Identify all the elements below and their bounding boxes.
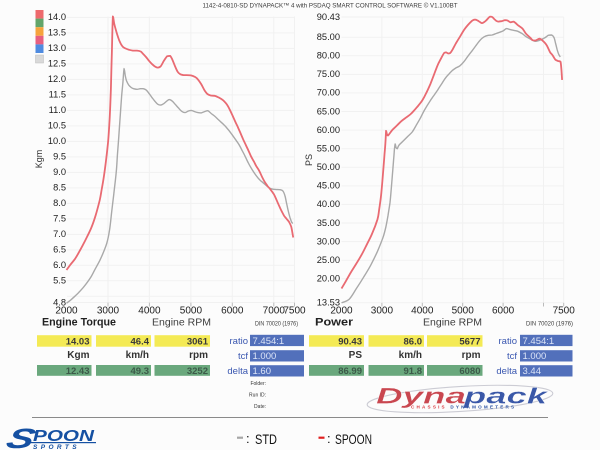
svg-text:12.43: 12.43 xyxy=(66,366,90,377)
svg-text:9.5: 9.5 xyxy=(53,152,66,162)
svg-text:13.53: 13.53 xyxy=(317,298,340,308)
svg-text:45.00: 45.00 xyxy=(317,181,340,191)
svg-text:3000: 3000 xyxy=(97,306,120,317)
svg-text:rpm: rpm xyxy=(462,350,481,361)
svg-text:7.5: 7.5 xyxy=(53,214,66,224)
svg-text:7.0: 7.0 xyxy=(53,229,66,239)
svg-text:5677: 5677 xyxy=(459,337,480,348)
svg-text:DIN 70020 (1976): DIN 70020 (1976) xyxy=(526,322,573,328)
svg-text:30.00: 30.00 xyxy=(317,236,340,246)
svg-text:CHASSIS DYNAMOMETERS: CHASSIS DYNAMOMETERS xyxy=(411,405,516,410)
svg-text:delta: delta xyxy=(227,366,248,377)
svg-text:91.8: 91.8 xyxy=(404,366,423,377)
svg-text:Engine Torque: Engine Torque xyxy=(42,317,116,329)
svg-text:Power: Power xyxy=(315,317,354,329)
svg-text:Date:: Date: xyxy=(254,404,266,410)
svg-text:7000: 7000 xyxy=(263,306,286,317)
svg-text:POON: POON xyxy=(33,428,95,445)
svg-text:7500: 7500 xyxy=(553,306,576,317)
svg-text:1.000: 1.000 xyxy=(253,351,277,362)
svg-text:Kgm: Kgm xyxy=(67,350,89,361)
svg-text:8.0: 8.0 xyxy=(53,198,66,208)
svg-text:7.454:1: 7.454:1 xyxy=(523,336,555,347)
svg-text:3000: 3000 xyxy=(371,306,394,317)
svg-text:6080: 6080 xyxy=(459,366,480,377)
svg-text::: : xyxy=(246,431,250,446)
svg-text:70.00: 70.00 xyxy=(317,88,340,98)
svg-text:SPORTS: SPORTS xyxy=(33,444,80,450)
svg-text:Engine RPM: Engine RPM xyxy=(152,317,211,329)
svg-text:Dyna: Dyna xyxy=(376,384,466,409)
svg-text:Run ID:: Run ID: xyxy=(249,393,266,399)
svg-text:11.5: 11.5 xyxy=(49,90,66,100)
svg-text:10.5: 10.5 xyxy=(48,121,66,131)
svg-text:Engine RPM: Engine RPM xyxy=(423,317,482,329)
svg-text:4000: 4000 xyxy=(138,306,161,317)
svg-text:14.0: 14.0 xyxy=(48,12,66,22)
svg-text:3252: 3252 xyxy=(187,366,208,377)
svg-text:86.0: 86.0 xyxy=(404,337,423,348)
svg-text:2000: 2000 xyxy=(330,306,353,317)
svg-text:km/h: km/h xyxy=(399,350,422,361)
svg-text:25.00: 25.00 xyxy=(317,255,340,265)
svg-text:50.00: 50.00 xyxy=(317,162,340,172)
svg-text:ratio: ratio xyxy=(499,336,517,347)
svg-text:tcf: tcf xyxy=(238,351,248,362)
svg-text:49.3: 49.3 xyxy=(131,366,150,377)
svg-text:20.00: 20.00 xyxy=(317,274,340,284)
svg-text:Kgm: Kgm xyxy=(34,150,44,169)
svg-text:11.0: 11.0 xyxy=(49,105,66,115)
svg-text:Folder:: Folder: xyxy=(250,381,266,387)
svg-text:PS: PS xyxy=(349,350,363,361)
svg-text:4.8: 4.8 xyxy=(53,297,66,307)
svg-text::: : xyxy=(327,431,331,446)
svg-text:6000: 6000 xyxy=(492,306,515,317)
svg-text:8.5: 8.5 xyxy=(53,183,66,193)
svg-text:35.00: 35.00 xyxy=(317,218,340,228)
svg-text:1.000: 1.000 xyxy=(523,351,547,362)
svg-text:13.0: 13.0 xyxy=(48,43,66,53)
svg-text:90.43: 90.43 xyxy=(338,337,362,348)
svg-text:2000: 2000 xyxy=(55,306,78,317)
svg-text:6.5: 6.5 xyxy=(53,245,66,255)
svg-text:60.00: 60.00 xyxy=(317,125,340,135)
svg-text:3.44: 3.44 xyxy=(523,366,542,377)
svg-text:90.43: 90.43 xyxy=(317,12,340,22)
svg-text:46.4: 46.4 xyxy=(131,337,150,348)
svg-text:1.60: 1.60 xyxy=(253,366,272,377)
svg-text:PS: PS xyxy=(304,154,314,166)
svg-text:delta: delta xyxy=(496,366,517,377)
svg-text:14.03: 14.03 xyxy=(66,337,90,348)
svg-text:STD: STD xyxy=(255,431,277,447)
svg-text:12.5: 12.5 xyxy=(48,59,66,69)
svg-text:SPOON: SPOON xyxy=(335,431,372,447)
svg-text:75.00: 75.00 xyxy=(317,69,340,79)
svg-text:55.00: 55.00 xyxy=(317,144,340,154)
svg-text:5000: 5000 xyxy=(452,306,475,317)
svg-text:65.00: 65.00 xyxy=(317,106,340,116)
svg-text:85.00: 85.00 xyxy=(317,32,340,42)
svg-text:7.454:1: 7.454:1 xyxy=(253,336,285,347)
svg-text:40.00: 40.00 xyxy=(317,199,340,209)
svg-text:3061: 3061 xyxy=(187,337,209,348)
svg-text:13.5: 13.5 xyxy=(48,28,66,38)
svg-text:9.0: 9.0 xyxy=(53,167,66,177)
svg-text:12.0: 12.0 xyxy=(48,74,66,84)
svg-text:ratio: ratio xyxy=(230,336,248,347)
svg-text:4000: 4000 xyxy=(411,306,434,317)
svg-text:6000: 6000 xyxy=(221,306,244,317)
svg-text:7500: 7500 xyxy=(283,306,306,317)
svg-text:rpm: rpm xyxy=(189,350,208,361)
svg-text:pack: pack xyxy=(462,384,550,409)
svg-text:5.5: 5.5 xyxy=(53,276,66,286)
svg-text:tcf: tcf xyxy=(507,351,517,362)
svg-text:10.0: 10.0 xyxy=(48,136,66,146)
svg-text:5000: 5000 xyxy=(180,306,203,317)
svg-text:DIN 70020 (1976): DIN 70020 (1976) xyxy=(255,322,298,328)
svg-text:6.0: 6.0 xyxy=(53,260,66,270)
svg-text:1142-4-0810-SD DYNAPACK™ 4 wit: 1142-4-0810-SD DYNAPACK™ 4 with PSDAQ SM… xyxy=(203,3,458,10)
svg-text:80.00: 80.00 xyxy=(317,51,340,61)
svg-text:86.99: 86.99 xyxy=(338,366,362,377)
svg-text:km/h: km/h xyxy=(126,350,149,361)
